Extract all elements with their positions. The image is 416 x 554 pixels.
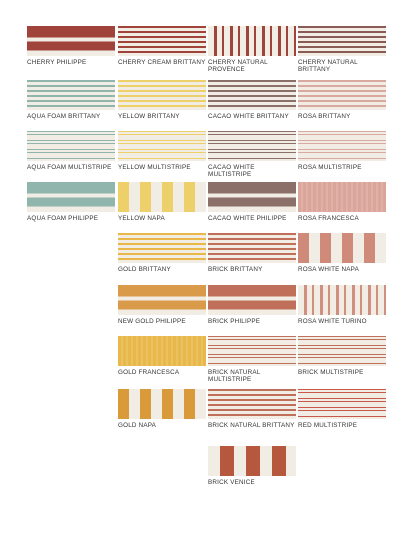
fabric-swatch[interactable]: [208, 336, 296, 366]
fabric-swatch[interactable]: [27, 80, 115, 110]
fabric-swatch[interactable]: [298, 285, 386, 315]
swatch-label: YELLOW MULTISTRIPE: [118, 164, 191, 171]
swatch-label: CACAO WHITE PHILIPPE: [208, 215, 287, 222]
fabric-swatch[interactable]: [298, 80, 386, 110]
fabric-swatch[interactable]: [298, 233, 386, 263]
fabric-swatch[interactable]: [27, 131, 115, 161]
swatch-label: BRICK MULTISTRIPE: [298, 369, 364, 376]
swatch-label: YELLOW NAPA: [118, 215, 165, 222]
swatch-label: BRICK NATURAL BRITTANY: [208, 422, 295, 429]
swatch-label: YELLOW BRITTANY: [118, 113, 180, 120]
swatch-label: GOLD BRITTANY: [118, 266, 171, 273]
fabric-swatch[interactable]: [208, 389, 296, 419]
fabric-swatch[interactable]: [118, 233, 206, 263]
fabric-swatch[interactable]: [208, 26, 296, 56]
swatch-label: ROSA WHITE NAPA: [298, 266, 359, 273]
fabric-swatch[interactable]: [118, 285, 206, 315]
fabric-swatch[interactable]: [208, 131, 296, 161]
swatch-label: BRICK PHILIPPE: [208, 318, 261, 325]
fabric-swatch[interactable]: [118, 80, 206, 110]
fabric-swatch[interactable]: [208, 233, 296, 263]
swatch-label: ROSA FRANCESCA: [298, 215, 359, 222]
swatch-label: BRICK BRITTANY: [208, 266, 263, 273]
fabric-swatch[interactable]: [298, 26, 386, 56]
swatch-label: CACAO WHITE MULTISTRIPE: [208, 164, 255, 178]
swatch-label: RED MULTISTRIPE: [298, 422, 358, 429]
fabric-swatch[interactable]: [208, 182, 296, 212]
fabric-swatch[interactable]: [27, 182, 115, 212]
swatch-label: GOLD NAPA: [118, 422, 157, 429]
swatch-label: CACAO WHITE BRITTANY: [208, 113, 289, 120]
fabric-swatch[interactable]: [298, 389, 386, 419]
fabric-swatch[interactable]: [27, 26, 115, 56]
swatch-label: BRICK NATURAL MULTISTRIPE: [208, 369, 261, 383]
swatch-label: ROSA MULTISTRIPE: [298, 164, 362, 171]
swatch-label: CHERRY PHILIPPE: [27, 59, 87, 66]
fabric-swatch[interactable]: [118, 182, 206, 212]
swatch-label: AQUA FOAM PHILIPPE: [27, 215, 99, 222]
swatch-label: ROSA BRITTANY: [298, 113, 351, 120]
fabric-swatch[interactable]: [118, 26, 206, 56]
fabric-swatch[interactable]: [298, 182, 386, 212]
swatch-label: AQUA FOAM MULTISTRIPE: [27, 164, 112, 171]
swatch-label: CHERRY NATURAL PROVENCE: [208, 59, 268, 73]
swatch-label: NEW GOLD PHILIPPE: [118, 318, 186, 325]
fabric-swatch[interactable]: [118, 389, 206, 419]
fabric-swatch[interactable]: [118, 131, 206, 161]
swatch-label: ROSA WHITE TURINO: [298, 318, 367, 325]
fabric-swatch[interactable]: [208, 285, 296, 315]
fabric-swatch[interactable]: [118, 336, 206, 366]
fabric-swatch[interactable]: [208, 446, 296, 476]
swatch-label: GOLD FRANCESCA: [118, 369, 180, 376]
swatch-label: CHERRY CREAM BRITTANY: [118, 59, 206, 66]
fabric-swatch[interactable]: [298, 336, 386, 366]
swatch-label: CHERRY NATURAL BRITTANY: [298, 59, 358, 73]
swatch-label: BRICK VENICE: [208, 479, 255, 486]
fabric-swatch[interactable]: [298, 131, 386, 161]
swatch-label: AQUA FOAM BRITTANY: [27, 113, 101, 120]
fabric-swatch[interactable]: [208, 80, 296, 110]
